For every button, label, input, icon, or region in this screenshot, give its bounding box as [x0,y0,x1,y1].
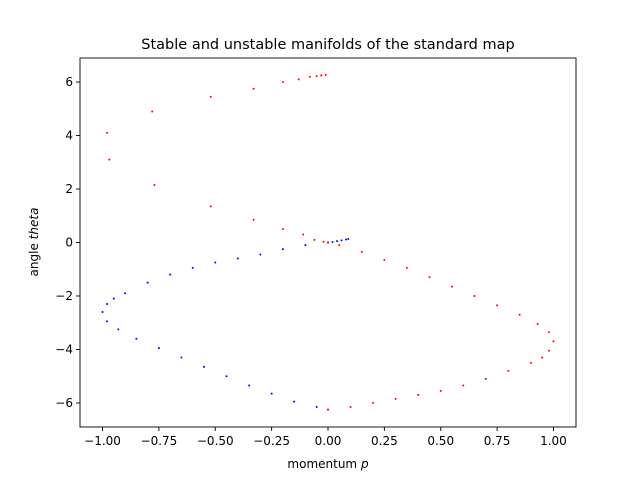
data-point-series-2 [462,384,465,387]
data-point-series-2 [451,285,453,288]
data-point-series-2 [428,276,431,279]
data-point-series-2 [547,331,550,334]
data-point-series-2 [518,313,521,316]
data-point-series-1 [203,365,205,368]
data-point-series-2 [349,405,352,408]
data-point-series-1 [293,400,296,403]
data-point-series-2 [372,401,375,404]
data-point-series-2 [536,323,539,326]
x-axis-label: momentum p [287,457,369,471]
data-point-series-2 [552,340,555,343]
x-tick-label: −0.75 [141,434,178,448]
data-point-series-2 [327,241,329,244]
data-point-series-2 [320,74,323,77]
x-tick-label: 1.00 [540,434,567,448]
x-tick-label: 0.75 [484,434,511,448]
data-point-series-2 [383,258,386,261]
data-point-series-2 [529,361,532,364]
data-point-series-1 [101,311,104,314]
data-point-series-2 [108,158,111,161]
y-tick-label: 4 [65,129,73,143]
data-point-series-1 [106,303,109,305]
data-point-series-1 [336,240,339,243]
data-point-series-1 [169,273,172,276]
data-point-series-1 [214,261,217,264]
y-tick-label: 0 [65,236,73,250]
y-tick-label: −4 [55,342,73,356]
data-point-series-2 [281,228,284,231]
y-tick-label: −6 [55,396,73,410]
data-point-series-1 [304,244,307,247]
x-tick-label: −0.50 [197,434,234,448]
data-point-series-1 [345,238,348,241]
y-axis-label: angle theta [27,208,41,277]
x-tick-label: 0.00 [315,434,342,448]
data-point-series-2 [209,205,212,208]
data-point-series-2 [313,238,316,241]
data-point-series-2 [302,233,305,236]
data-point-series-1 [248,384,251,387]
data-point-series-2 [327,408,329,411]
data-point-series-2 [252,87,255,90]
y-tick-label: 2 [65,182,73,196]
data-point-series-1 [157,347,160,350]
y-axis-variable: theta [27,208,41,240]
x-tick-label: −0.25 [253,434,290,448]
data-point-series-1 [135,337,138,340]
data-point-series-1 [331,240,334,243]
data-point-series-2 [151,110,154,113]
data-point-series-2 [417,393,420,396]
data-point-series-1 [225,375,228,378]
data-point-series-2 [338,244,341,247]
data-point-series-2 [209,95,212,98]
data-point-series-2 [324,73,327,76]
data-point-series-2 [541,356,544,359]
data-point-series-1 [180,356,183,359]
chart-title: Stable and unstable manifolds of the sta… [141,37,514,53]
data-point-series-1 [124,292,127,295]
data-point-series-1 [146,281,149,284]
data-point-series-1 [106,320,109,323]
data-point-series-2 [547,349,550,352]
data-point-series-2 [297,78,300,81]
y-tick-label: 6 [65,75,73,89]
data-point-series-1 [281,248,284,251]
x-axis: −1.00 −0.75 −0.50 −0.25 0.00 0.25 0.50 0.75 1.00 [84,427,567,448]
y-axis: −6 −4 −2 0 2 4 6 [55,75,80,410]
data-point-series-2 [252,218,255,221]
data-point-series-2 [360,250,363,253]
data-point-series-1 [270,392,273,395]
data-point-series-1 [112,297,115,300]
data-point-series-2 [405,266,408,269]
data-point-series-2 [496,304,499,307]
data-point-series-2 [507,369,510,372]
data-point-series-2 [322,240,325,243]
data-point-series-2 [281,81,284,84]
data-point-series-2 [394,397,397,400]
data-point-series-2 [153,184,156,187]
x-tick-label: 0.25 [371,434,398,448]
data-point-series-1 [259,253,262,256]
x-axis-variable: p [360,457,369,471]
data-point-series-1 [191,266,194,269]
y-tick-label: −2 [55,289,73,303]
data-point-series-1 [117,328,120,331]
data-point-series-2 [308,75,311,78]
data-point-series-1 [315,405,318,408]
data-point-series-1 [347,238,350,241]
data-point-series-2 [439,389,442,392]
data-point-series-2 [484,377,487,380]
data-point-series-1 [236,257,239,260]
data-points-layer [101,73,555,411]
x-tick-label: 0.50 [427,434,454,448]
x-tick-label: −1.00 [84,434,121,448]
data-point-series-2 [473,294,476,297]
data-point-series-2 [106,131,109,134]
data-point-series-1 [340,239,343,242]
data-point-series-2 [315,75,318,78]
